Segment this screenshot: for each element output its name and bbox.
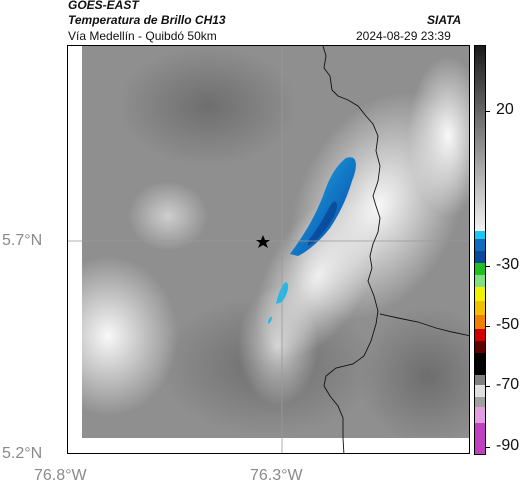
lat-tick-5.2: 5.2°N: [2, 445, 43, 462]
satellite-map[interactable]: [67, 45, 470, 454]
agency-label: SIATA: [427, 13, 462, 27]
colorbar-tick-minus50: -50: [496, 316, 520, 333]
satellite-title: GOES-EAST: [68, 0, 139, 12]
colorbar-tick-minus70: -70: [496, 376, 520, 393]
lat-tick-5.7: 5.7°N: [2, 232, 43, 249]
map-image: [68, 46, 469, 453]
product-title: Temperatura de Brillo CH13: [68, 13, 226, 27]
lon-tick-76.8: 76.8°W: [34, 467, 87, 484]
colorbar-tick-minus30: -30: [496, 256, 520, 273]
timestamp-label: 2024-08-29 23:39: [356, 29, 451, 43]
colorbar-tick-minus90: -90: [496, 437, 520, 454]
colorbar-tick-20: 20: [496, 101, 514, 118]
star-icon: [256, 235, 270, 248]
region-label: Vía Medellín - Quibdó 50km: [68, 29, 217, 43]
lon-tick-76.3: 76.3°W: [250, 467, 303, 484]
colorbar: [474, 45, 486, 455]
